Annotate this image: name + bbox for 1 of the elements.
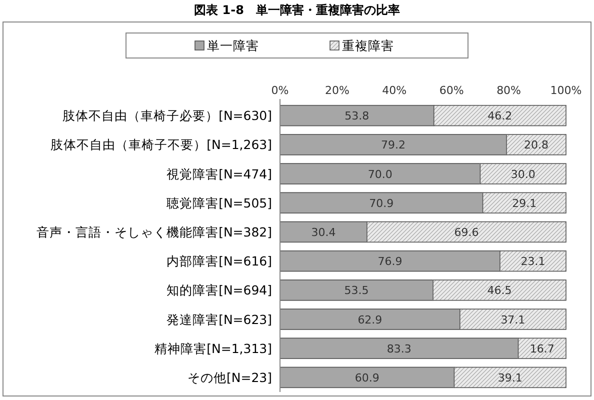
title: 図表 1-8 単一障害・重複障害の比率 (194, 3, 400, 17)
